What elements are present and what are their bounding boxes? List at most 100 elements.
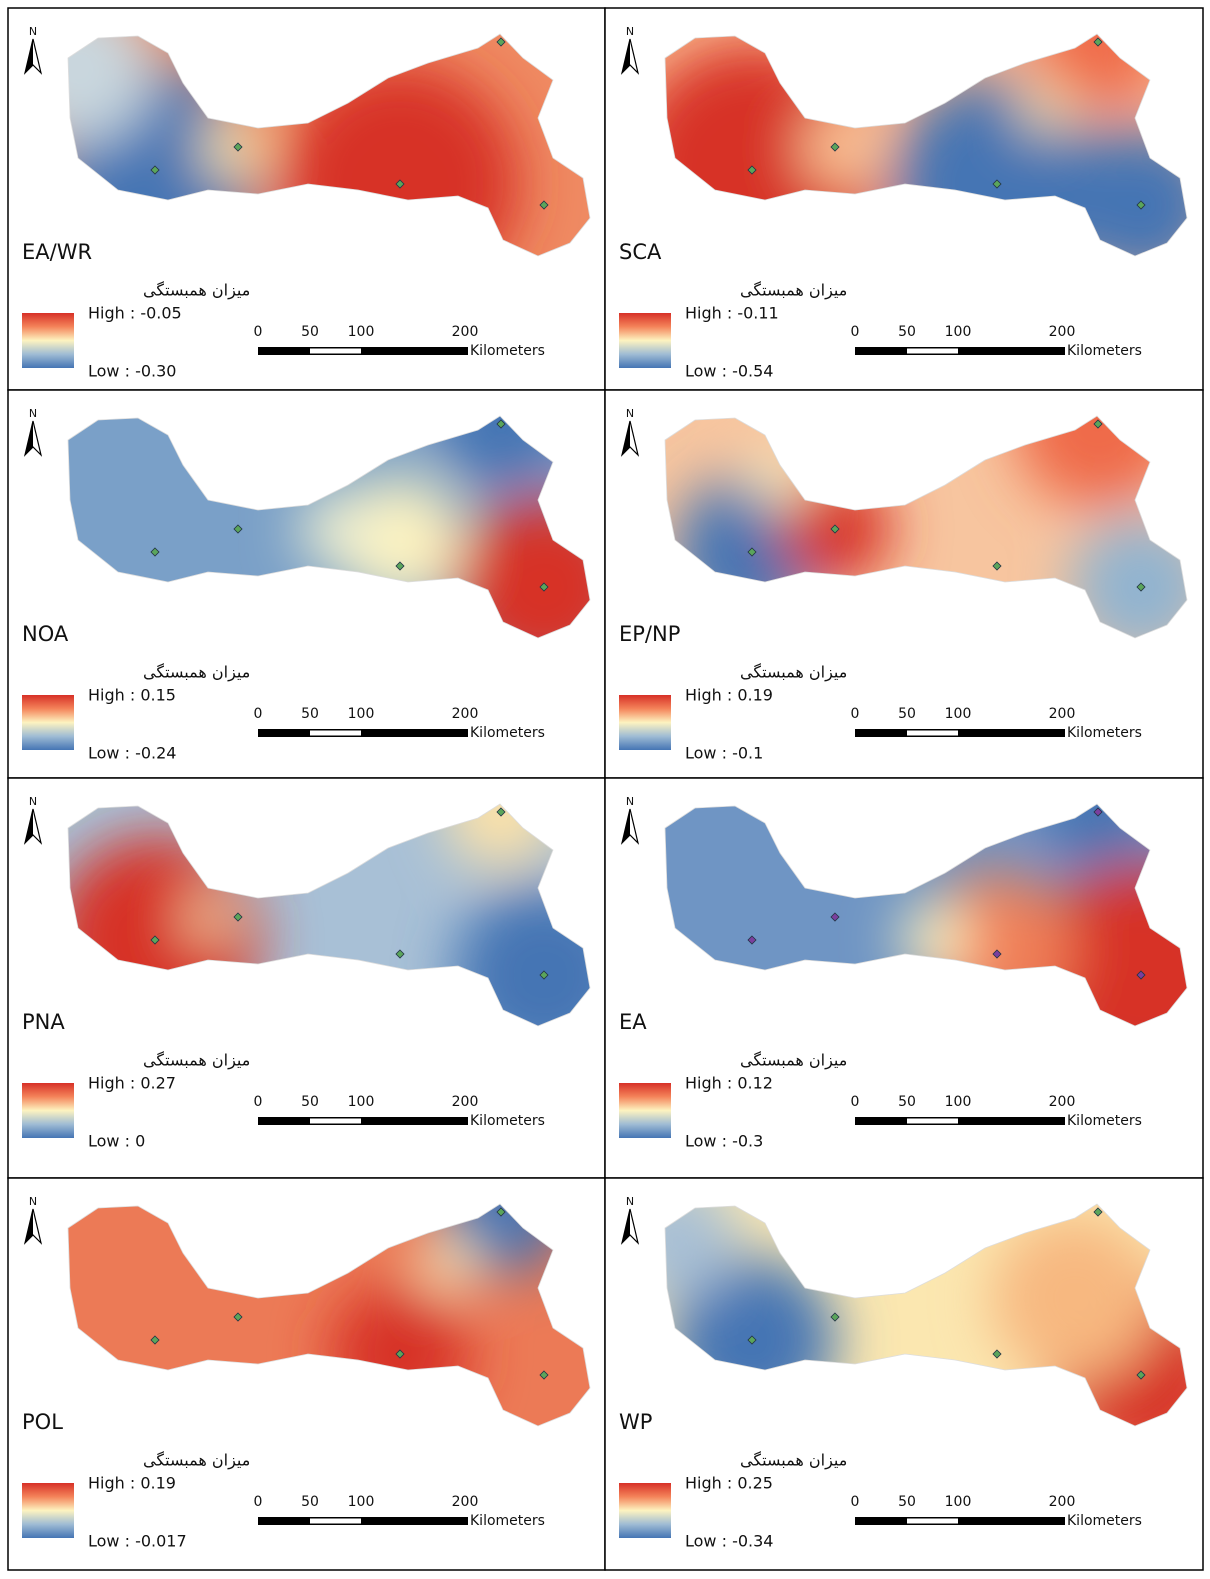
legend-title: میزان همبستگی — [740, 281, 847, 301]
station — [747, 165, 757, 175]
station — [1093, 37, 1103, 47]
surface-blob — [299, 491, 377, 569]
scale-label: 0 — [254, 324, 263, 340]
scale-label: 200 — [452, 1494, 479, 1510]
station — [747, 547, 757, 557]
north-label: N — [626, 25, 634, 38]
legend-title: میزان همبستگی — [740, 1051, 847, 1071]
legend-ramp — [619, 1083, 671, 1138]
legend-ramp — [619, 1483, 671, 1538]
station — [992, 561, 1002, 571]
panel-title: NOA — [22, 622, 69, 646]
north-label: N — [29, 25, 37, 38]
scale-bar — [855, 347, 1065, 355]
station — [233, 524, 243, 534]
north-label: N — [29, 407, 37, 420]
station — [1136, 582, 1146, 592]
station — [1093, 807, 1103, 817]
scale-unit: Kilometers — [470, 1113, 545, 1129]
station — [539, 582, 549, 592]
station — [395, 949, 405, 959]
legend-ramp — [22, 695, 74, 750]
scale-bar-white — [907, 730, 958, 736]
scale-label: 0 — [851, 324, 860, 340]
station — [992, 949, 1002, 959]
station — [150, 165, 160, 175]
scale-label: 0 — [851, 1094, 860, 1110]
scale-label: 100 — [945, 324, 972, 340]
legend-high: High : 0.27 — [88, 1074, 176, 1093]
surface-blob — [991, 1214, 1159, 1382]
north-arrow-half — [25, 809, 33, 843]
station — [539, 200, 549, 210]
scale-bar — [258, 729, 468, 737]
station — [150, 935, 160, 945]
legend-low: Low : -0.34 — [685, 1532, 773, 1551]
station — [992, 1349, 1002, 1359]
legend-high: High : 0.12 — [685, 1074, 773, 1093]
scale-label: 0 — [851, 1494, 860, 1510]
scale-bar-white — [310, 348, 361, 354]
station — [1093, 419, 1103, 429]
surface-blob — [1020, 83, 1070, 133]
station — [496, 37, 506, 47]
scale-bar-white — [310, 1518, 361, 1524]
station — [233, 142, 243, 152]
station — [1136, 970, 1146, 980]
scale-label: 100 — [348, 1094, 375, 1110]
scale-label: 200 — [1049, 324, 1076, 340]
legend-ramp — [619, 695, 671, 750]
legend-high: High : 0.19 — [685, 686, 773, 705]
station — [992, 179, 1002, 189]
surface-blob — [420, 1235, 476, 1291]
north-label: N — [29, 1195, 37, 1208]
scale-label: 100 — [348, 324, 375, 340]
scale-bar — [855, 1517, 1065, 1525]
map-panel: N EA میزان همبستگی High : 0.12 Low : -0.3 0 50… — [604, 777, 1204, 1179]
panel-title: POL — [22, 1410, 63, 1434]
scale-label: 100 — [945, 1494, 972, 1510]
panel-title: EP/NP — [619, 622, 680, 646]
station — [539, 970, 549, 980]
scale-bar — [855, 1117, 1065, 1125]
north-arrow-half — [622, 809, 630, 843]
panel-title: WP — [619, 1410, 652, 1434]
scale-label: 50 — [898, 706, 916, 722]
legend-high: High : 0.25 — [685, 1474, 773, 1493]
station — [150, 1335, 160, 1345]
legend-low: Low : -0.1 — [685, 744, 763, 763]
scale-unit: Kilometers — [470, 725, 545, 741]
station — [1136, 200, 1146, 210]
station — [150, 547, 160, 557]
map-panel: N SCA میزان همبستگی High : -0.11 Low : -0.54… — [604, 7, 1204, 391]
station — [747, 935, 757, 945]
scale-label: 50 — [301, 324, 319, 340]
legend-low: Low : -0.3 — [685, 1132, 763, 1151]
scale-label: 200 — [1049, 706, 1076, 722]
station — [395, 561, 405, 571]
north-arrow-half — [622, 39, 630, 73]
legend-low: Low : -0.30 — [88, 362, 176, 381]
surface-blob — [801, 109, 879, 187]
legend-ramp — [22, 1083, 74, 1138]
scale-label: 50 — [301, 1094, 319, 1110]
scale-bar-white — [310, 730, 361, 736]
legend-high: High : 0.19 — [88, 1474, 176, 1493]
surface-blob — [68, 34, 155, 145]
scale-label: 200 — [452, 324, 479, 340]
surface-blob — [187, 897, 229, 939]
scale-label: 0 — [254, 706, 263, 722]
legend-ramp — [619, 313, 671, 368]
station — [496, 419, 506, 429]
legend-ramp — [22, 313, 74, 368]
map-panel: N PNA میزان همبستگی High : 0.27 Low : 0 0 50 10… — [7, 777, 606, 1179]
scale-bar — [258, 1517, 468, 1525]
scale-bar — [258, 347, 468, 355]
scale-label: 50 — [898, 1494, 916, 1510]
legend-high: High : 0.15 — [88, 686, 176, 705]
scale-unit: Kilometers — [1067, 1513, 1142, 1529]
map-panel: N POL میزان همبستگی High : 0.19 Low : -0.017… — [7, 1177, 606, 1571]
scale-bar-white — [907, 1518, 958, 1524]
legend-ramp — [22, 1483, 74, 1538]
